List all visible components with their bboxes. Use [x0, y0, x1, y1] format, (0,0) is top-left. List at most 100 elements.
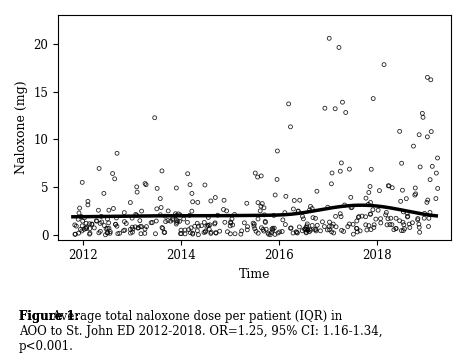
Point	[254, 216, 262, 222]
Point	[367, 227, 375, 232]
Point	[390, 227, 397, 232]
Point	[105, 220, 112, 226]
Point	[268, 230, 275, 235]
Point	[415, 132, 423, 138]
Point	[204, 222, 212, 228]
Point	[180, 216, 187, 222]
Point	[112, 221, 119, 227]
Point	[127, 227, 134, 232]
Point	[137, 231, 145, 236]
Point	[307, 204, 314, 209]
Point	[114, 231, 122, 236]
Point	[84, 199, 92, 204]
Point	[81, 215, 88, 221]
Point	[111, 176, 118, 182]
Point	[362, 214, 370, 219]
Point	[188, 208, 196, 214]
Point	[398, 160, 405, 166]
Point	[243, 200, 251, 206]
Point	[295, 224, 303, 230]
Point	[281, 210, 288, 216]
Point	[270, 225, 278, 231]
Point	[88, 221, 96, 227]
Point	[331, 106, 339, 112]
Point	[366, 184, 374, 190]
Point	[254, 230, 262, 236]
Point	[306, 226, 314, 232]
Point	[262, 226, 270, 232]
Point	[133, 189, 141, 195]
Point	[332, 224, 340, 230]
Point	[147, 220, 155, 226]
Point	[289, 230, 297, 236]
Point	[162, 219, 169, 225]
Point	[354, 229, 361, 235]
Point	[348, 205, 355, 211]
Point	[399, 228, 407, 234]
Point	[411, 192, 418, 198]
Point	[415, 221, 423, 227]
Point	[399, 187, 406, 193]
Point	[96, 229, 104, 234]
Point	[220, 197, 228, 203]
Point	[271, 192, 279, 198]
Point	[249, 220, 257, 226]
Point	[75, 210, 83, 216]
Point	[198, 223, 205, 229]
Point	[421, 210, 428, 216]
Point	[128, 215, 136, 221]
Point	[350, 221, 357, 227]
Point	[254, 200, 262, 205]
Point	[116, 230, 123, 236]
Point	[160, 230, 168, 235]
Point	[404, 214, 411, 220]
Point	[212, 220, 219, 226]
Point	[178, 231, 185, 236]
Point	[300, 216, 307, 222]
Point	[112, 221, 119, 227]
Point	[195, 232, 202, 238]
Point	[288, 225, 295, 231]
Point	[281, 222, 289, 227]
Point	[293, 229, 300, 235]
Point	[282, 193, 289, 199]
Point	[121, 227, 129, 233]
Point	[132, 212, 139, 217]
Point	[323, 227, 331, 233]
Point	[432, 196, 439, 201]
Point	[224, 229, 231, 235]
Point	[370, 225, 377, 230]
Point	[78, 214, 85, 219]
Point	[264, 230, 272, 236]
Point	[251, 226, 259, 232]
Point	[81, 226, 88, 232]
Point	[96, 221, 104, 226]
Point	[425, 223, 432, 229]
Point	[401, 226, 408, 232]
Point	[392, 226, 400, 231]
Point	[158, 168, 166, 174]
Point	[328, 229, 336, 235]
Point	[380, 62, 388, 68]
Point	[353, 218, 361, 224]
Point	[75, 230, 82, 236]
Point	[344, 223, 351, 229]
Text: Average total naloxone dose per patient (IQR) in
AOO to St. John ED 2012-2018. O: Average total naloxone dose per patient …	[19, 310, 382, 353]
Point	[260, 212, 268, 218]
Point	[231, 231, 239, 236]
Point	[172, 213, 180, 218]
Point	[109, 171, 116, 177]
Point	[258, 225, 265, 231]
Point	[367, 211, 374, 217]
Point	[161, 213, 169, 219]
Point	[392, 226, 400, 231]
Point	[295, 209, 302, 214]
Point	[364, 201, 372, 207]
Point	[377, 216, 384, 222]
Point	[412, 191, 419, 197]
Point	[149, 219, 156, 225]
Point	[387, 215, 395, 221]
Point	[159, 226, 166, 231]
Point	[141, 180, 149, 186]
Point	[384, 183, 392, 189]
